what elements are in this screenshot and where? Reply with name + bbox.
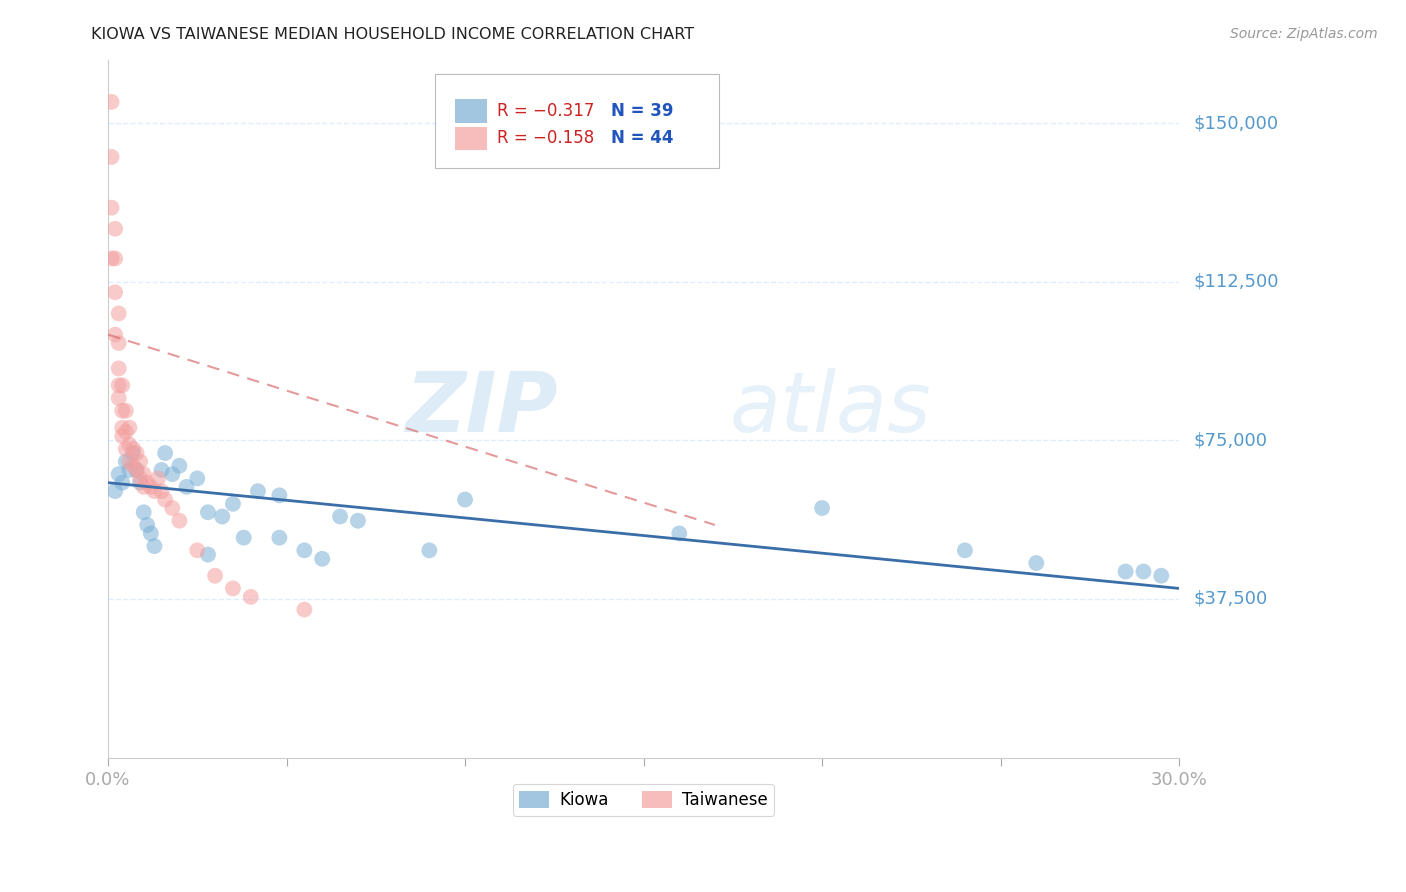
Legend: Kiowa, Taiwanese: Kiowa, Taiwanese <box>513 784 775 815</box>
Point <box>269 488 291 502</box>
Text: N = 44: N = 44 <box>612 129 673 147</box>
Point <box>104 327 127 342</box>
Point <box>418 543 440 558</box>
Point <box>115 454 138 468</box>
Point <box>139 480 162 494</box>
Point <box>1132 565 1154 579</box>
Point <box>125 446 148 460</box>
Text: $37,500: $37,500 <box>1194 590 1267 608</box>
Point <box>107 306 129 320</box>
Point <box>197 505 219 519</box>
Point <box>100 201 122 215</box>
Point <box>111 420 134 434</box>
Point <box>668 526 690 541</box>
Point <box>118 437 141 451</box>
Point <box>143 539 166 553</box>
Point <box>122 442 145 456</box>
Text: $112,500: $112,500 <box>1194 273 1278 291</box>
Text: $75,000: $75,000 <box>1194 432 1267 450</box>
Point <box>111 429 134 443</box>
Point <box>953 543 976 558</box>
Point <box>125 463 148 477</box>
Point <box>111 378 134 392</box>
Point <box>129 471 152 485</box>
Text: KIOWA VS TAIWANESE MEDIAN HOUSEHOLD INCOME CORRELATION CHART: KIOWA VS TAIWANESE MEDIAN HOUSEHOLD INCO… <box>91 27 695 42</box>
Point <box>150 463 173 477</box>
Point <box>104 222 127 236</box>
Point <box>111 403 134 417</box>
Point <box>239 590 262 604</box>
Point <box>132 467 155 482</box>
Point <box>204 568 226 582</box>
Point <box>104 484 127 499</box>
Point <box>1115 565 1137 579</box>
Point <box>122 458 145 473</box>
Point <box>107 467 129 482</box>
Point <box>118 463 141 477</box>
Point <box>222 582 245 596</box>
Text: atlas: atlas <box>730 368 931 449</box>
Point <box>107 361 129 376</box>
Point <box>169 514 191 528</box>
Point <box>311 551 333 566</box>
Text: $150,000: $150,000 <box>1194 114 1278 132</box>
Point <box>122 446 145 460</box>
Point <box>232 531 254 545</box>
Point <box>162 467 184 482</box>
Point <box>136 518 159 533</box>
Point <box>454 492 477 507</box>
Point <box>107 336 129 351</box>
FancyBboxPatch shape <box>456 127 486 150</box>
Point <box>186 471 208 485</box>
Point <box>246 484 269 499</box>
Point <box>115 403 138 417</box>
FancyBboxPatch shape <box>434 73 718 168</box>
Text: R = −0.158: R = −0.158 <box>496 129 595 147</box>
Point <box>104 252 127 266</box>
Point <box>211 509 233 524</box>
Point <box>150 484 173 499</box>
Point <box>197 548 219 562</box>
Text: Source: ZipAtlas.com: Source: ZipAtlas.com <box>1230 27 1378 41</box>
Point <box>153 492 176 507</box>
Point <box>100 150 122 164</box>
Point <box>111 475 134 490</box>
Point <box>107 378 129 392</box>
Point <box>100 252 122 266</box>
Point <box>292 543 315 558</box>
Point <box>115 425 138 439</box>
Point <box>143 484 166 499</box>
Point <box>132 480 155 494</box>
Point <box>222 497 245 511</box>
Point <box>811 501 834 516</box>
Point <box>176 480 198 494</box>
Point <box>329 509 352 524</box>
Point <box>132 505 155 519</box>
Text: R = −0.317: R = −0.317 <box>496 102 595 120</box>
Point <box>115 442 138 456</box>
Point <box>118 454 141 468</box>
Point <box>347 514 370 528</box>
Point <box>153 446 176 460</box>
Point <box>129 475 152 490</box>
Point <box>107 391 129 405</box>
Text: N = 39: N = 39 <box>612 102 673 120</box>
Point <box>129 454 152 468</box>
Point <box>100 95 122 109</box>
FancyBboxPatch shape <box>456 99 486 123</box>
Point <box>118 420 141 434</box>
Point <box>1025 556 1047 570</box>
Point <box>169 458 191 473</box>
Point <box>136 475 159 490</box>
Point <box>162 501 184 516</box>
Text: ZIP: ZIP <box>405 368 558 449</box>
Point <box>269 531 291 545</box>
Point <box>1150 568 1173 582</box>
Point <box>292 602 315 616</box>
Point <box>186 543 208 558</box>
Point <box>125 463 148 477</box>
Point <box>104 285 127 300</box>
Point <box>146 471 169 485</box>
Point <box>139 526 162 541</box>
